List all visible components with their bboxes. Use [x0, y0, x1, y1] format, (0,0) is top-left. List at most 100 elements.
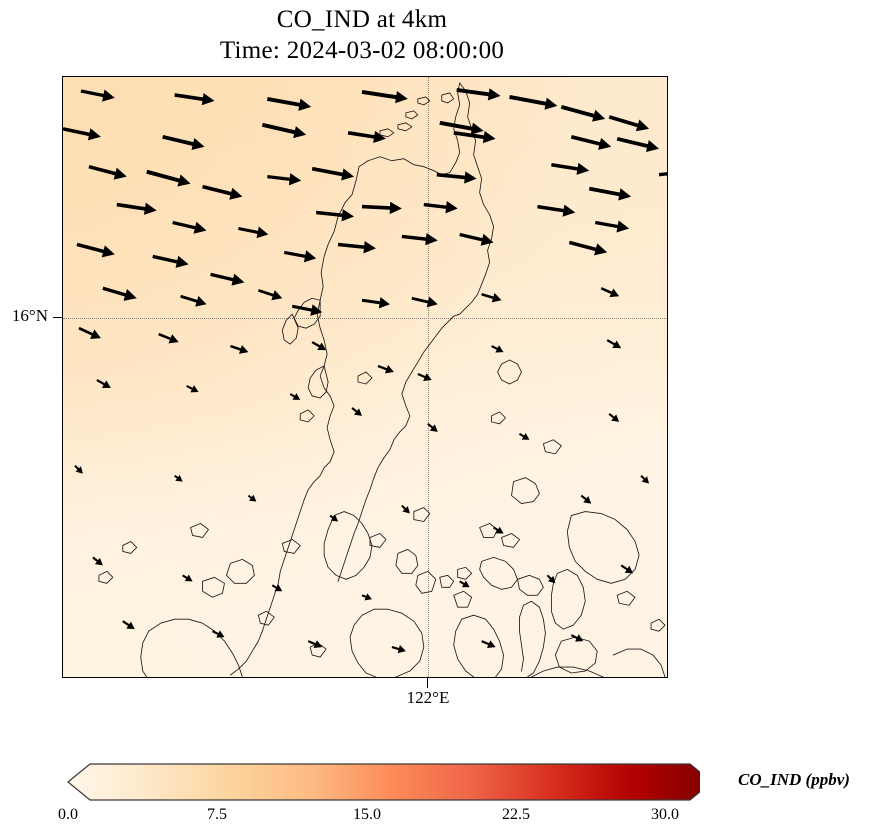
wind-vector-arrow [174, 474, 183, 482]
wind-vector-arrow [509, 94, 558, 110]
wind-vector-arrow [608, 413, 620, 422]
wind-vector-arrow [230, 344, 249, 354]
wind-vector-arrow [329, 514, 339, 522]
wind-vector-arrow [570, 634, 584, 642]
wind-vector-arrow [491, 345, 504, 353]
wind-vector-arrow [247, 494, 257, 502]
wind-quiver-layer [63, 88, 667, 654]
wind-vector-arrow [546, 574, 556, 584]
wind-vector-arrow [608, 115, 650, 132]
wind-vector-arrow [620, 564, 634, 574]
wind-vector-arrow [116, 202, 157, 215]
wind-vector-arrow [537, 204, 576, 217]
wind-vector-arrow [481, 640, 496, 649]
wind-vector-arrow [88, 164, 127, 180]
wind-vector-arrow [347, 130, 386, 144]
wind-vector-arrow [439, 120, 484, 135]
wind-vector-arrow [162, 134, 205, 151]
wind-vector-arrow [180, 294, 207, 307]
colorbar-tick-3: 22.5 [502, 806, 530, 823]
wind-vector-arrow [588, 186, 632, 201]
wind-vector-arrow [411, 296, 438, 308]
wind-vector-arrow [401, 504, 410, 514]
wind-vector-arrow [600, 287, 620, 298]
wind-vector-arrow [102, 286, 137, 301]
wind-vector-arrow [594, 220, 630, 233]
wind-vector-arrow [361, 297, 390, 309]
wind-vector-arrow [361, 593, 372, 601]
wind-vector-arrow [283, 250, 317, 263]
wind-vector-arrow [560, 104, 606, 122]
wind-vector-arrow [453, 130, 496, 144]
axis-label-latitude: 16°N [11, 306, 48, 325]
wind-vector-arrow [174, 93, 215, 106]
wind-vector-arrow [570, 135, 612, 150]
wind-vector-arrow [417, 372, 432, 381]
wind-vector-arrow [267, 173, 302, 186]
wind-vector-arrow [182, 574, 193, 582]
wind-vector-arrow [481, 293, 502, 303]
wind-vector-arrow [436, 171, 477, 184]
wind-vector-arrow [238, 226, 269, 239]
wind-vector-arrow [146, 169, 191, 187]
wind-vector-arrow [459, 232, 494, 246]
wind-vector-arrow [96, 378, 111, 388]
wind-vector-arrow [456, 88, 501, 101]
tick-mark-latitude [53, 317, 63, 318]
wind-vector-arrow [212, 630, 225, 638]
colorbar-axis-label: CO_IND (ppbv) [738, 770, 850, 789]
colorbar-tick-2: 15.0 [353, 806, 381, 823]
wind-vector-arrow [78, 326, 101, 339]
wind-vector-arrow [551, 162, 590, 175]
wind-vector-arrow [80, 89, 115, 102]
colorbar-tick-0: 0.0 [58, 806, 78, 823]
wind-vector-arrow [423, 201, 458, 214]
wind-vector-arrow [616, 136, 660, 152]
wind-vector-arrow [351, 407, 363, 416]
wind-vector-arrow [568, 240, 608, 256]
wind-vector-arrow [63, 127, 101, 141]
colorbar[interactable]: 0.0 7.5 15.0 22.5 30.0 CO_IND (ppbv) [0, 760, 882, 836]
wind-vector-arrow [311, 341, 327, 351]
wind-vector-arrow [337, 241, 376, 254]
wind-vector-arrow [580, 494, 592, 504]
wind-vector-arrow [186, 385, 199, 393]
tick-mark-longitude [427, 678, 428, 688]
wind-vector-arrow [210, 272, 245, 286]
wind-vector-arrow [658, 172, 667, 177]
wind-vector-arrow [257, 288, 283, 301]
page-title: CO_IND at 4km Time: 2024-03-02 08:00:00 [0, 4, 724, 66]
wind-vector-arrow [315, 209, 355, 222]
wind-vector-arrow [271, 584, 283, 592]
wind-vector-arrow [401, 232, 438, 246]
wind-vector-arrow [311, 166, 355, 181]
wind-vector-arrow [92, 556, 103, 566]
wind-vector-arrow [377, 364, 394, 374]
wind-vector-arrow [518, 432, 530, 440]
coastline-layer [98, 82, 666, 677]
wind-vector-arrow [172, 220, 207, 234]
map-axes[interactable] [62, 76, 668, 678]
wind-vector-arrow [493, 526, 504, 534]
wind-vector-arrow [361, 201, 402, 215]
wind-vector-arrow [74, 464, 83, 474]
wind-vector-arrow [289, 393, 301, 400]
wind-vector-arrow [427, 423, 438, 432]
colorbar-tick-1: 7.5 [207, 806, 227, 823]
title-variable-line: CO_IND at 4km [276, 6, 448, 33]
wind-vector-arrow [76, 242, 115, 258]
axis-label-longitude: 122°E [406, 688, 450, 707]
wind-vector-arrow [202, 184, 243, 200]
title-time-line: Time: 2024-03-02 08:00:00 [219, 37, 505, 64]
wind-vector-arrow [158, 332, 179, 344]
wind-vector-arrow [606, 339, 622, 349]
wind-vector-arrow [361, 89, 408, 104]
wind-vector-arrow [261, 122, 307, 139]
colorbar-gradient[interactable] [30, 760, 700, 804]
wind-vector-arrow [266, 97, 312, 111]
wind-vector-arrow [152, 254, 189, 268]
colorbar-tick-4: 30.0 [651, 806, 679, 823]
wind-vector-arrow [291, 304, 323, 316]
gridline-latitude-16n [63, 318, 667, 319]
wind-vector-arrow [391, 645, 406, 654]
